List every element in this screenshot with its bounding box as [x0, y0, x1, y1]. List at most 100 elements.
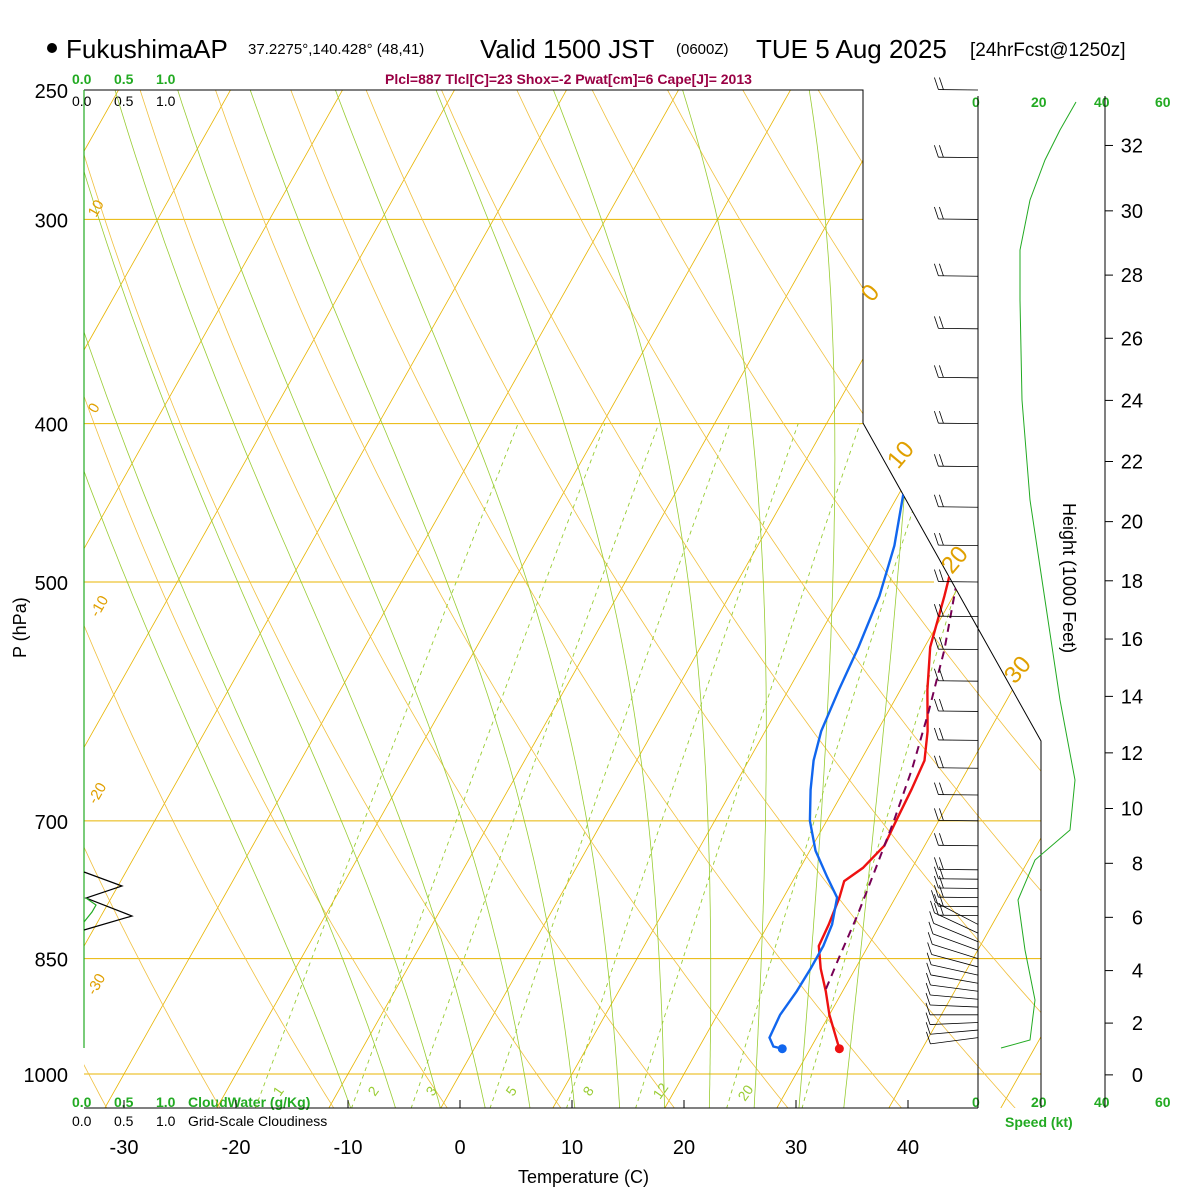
dry-adiabat-label-left-2: -10 — [87, 593, 113, 620]
isotherm-50 — [981, 90, 1041, 1108]
wind-barb-flag — [939, 145, 944, 158]
moist-adiabat-32 — [798, 90, 836, 1108]
wind-barb-flag — [934, 365, 939, 378]
wind-barb-shaft — [934, 912, 979, 934]
mixing-ratio-label-4: 8 — [579, 1083, 597, 1099]
height-tick-label-18: 18 — [1121, 571, 1143, 593]
mixing-ratio-label-1: 2 — [364, 1083, 382, 1099]
wind-barb-flag — [939, 885, 944, 898]
wind-barb-flag — [939, 316, 944, 329]
x-tick-label-20: 20 — [673, 1137, 695, 1159]
wind-barb — [934, 316, 979, 330]
moist-adiabat-8 — [168, 90, 531, 1108]
wind-barb-flag — [930, 900, 935, 913]
speed-bottom-20: 20 — [1031, 1094, 1047, 1110]
wind-barb — [928, 921, 979, 951]
moist-adiabat-16 — [324, 90, 621, 1108]
wind-barb-flag — [926, 1031, 931, 1044]
mixing-ratio-5 — [489, 423, 731, 1108]
speed-bottom-60: 60 — [1155, 1094, 1171, 1110]
cloudiness-top-05: 0.5 — [114, 93, 134, 109]
wind-barb-flag — [934, 411, 939, 424]
height-tick-label-6: 6 — [1132, 907, 1143, 929]
height-tick-label-16: 16 — [1121, 629, 1143, 651]
wind-barb-flag — [939, 604, 944, 617]
height-tick-label-2: 2 — [1132, 1013, 1143, 1035]
x-tick-label-40: 40 — [897, 1137, 919, 1159]
wind-barb-flag — [934, 316, 939, 329]
y-axis-title: P (hPa) — [10, 597, 30, 658]
mixing-ratio-2 — [350, 423, 606, 1108]
mixing-ratio-20 — [726, 423, 942, 1108]
height-tick-label-12: 12 — [1121, 743, 1143, 765]
speed-top-60: 60 — [1155, 94, 1171, 110]
mixing-ratio-1 — [254, 423, 519, 1108]
wind-barb-shaft — [932, 943, 979, 960]
dry-adiabat-320 — [354, 90, 1016, 1108]
wind-barb-shaft — [930, 984, 979, 992]
sounding-curves — [768, 95, 1041, 1054]
y-tick-label-250: 250 — [35, 81, 68, 103]
wind-barb — [934, 885, 979, 899]
wind-barbs — [925, 77, 1077, 1049]
height-tick-label-26: 26 — [1121, 328, 1143, 350]
cloud-top-0: 0.0 — [72, 71, 92, 87]
speed-bottom-0: 0 — [972, 1094, 980, 1110]
wind-barb-flag — [939, 875, 944, 889]
wind-barb — [934, 604, 979, 618]
frame-right-edge — [84, 89, 1042, 1108]
wind-barb-flag — [934, 833, 939, 846]
dry-adiabat-label-right-2: 20 — [936, 541, 974, 579]
wind-barb — [934, 77, 979, 91]
height-axis-title: Height (1000 Feet) — [1059, 503, 1079, 653]
wind-barb-flag — [939, 411, 944, 424]
isotherm-0 — [421, 90, 1032, 1108]
wind-speed-profile — [1000, 101, 1077, 1049]
wind-barb-flag — [939, 637, 944, 650]
wind-barb — [934, 365, 979, 379]
dry-adiabat-260 — [84, 90, 335, 1108]
wind-barb — [934, 145, 979, 159]
wind-barb-flag — [934, 263, 939, 276]
wind-barb-flag — [934, 569, 939, 582]
isotherm--50 — [84, 90, 472, 1108]
wind-barb-flag — [939, 755, 944, 768]
isotherm--60 — [84, 90, 360, 1108]
wind-barb-flag — [934, 206, 939, 220]
isotherm--70 — [84, 90, 248, 1108]
axis-ticks: -30 -20 -10 0 10 20 30 402503004005007008501000… — [24, 81, 1144, 1159]
height-tick-label-8: 8 — [1132, 853, 1143, 875]
height-tick-label-14: 14 — [1121, 686, 1143, 708]
wind-barb-flag — [939, 569, 944, 582]
dry-adiabat-label-right-0: 0 — [856, 279, 885, 307]
wind-barb-flag — [926, 972, 931, 986]
moist-adiabat-0 — [84, 90, 441, 1108]
wind-barb-flag — [929, 911, 935, 924]
y-tick-label-300: 300 — [35, 210, 68, 232]
wind-barb — [927, 932, 979, 960]
mixing-ratio-30 — [801, 423, 1009, 1108]
wind-barb — [934, 637, 979, 651]
speed-top-40: 40 — [1094, 94, 1110, 110]
wind-barb-flag — [925, 1002, 931, 1015]
dry-adiabat-270 — [84, 90, 449, 1108]
cloud-profile — [83, 871, 134, 931]
valid-date: TUE 5 Aug 2025 — [756, 34, 947, 64]
speed-top-20: 20 — [1031, 94, 1047, 110]
wind-barb — [925, 1012, 979, 1025]
dry-adiabat-250 — [84, 90, 221, 1108]
wind-barb-shaft — [930, 994, 979, 1000]
cloud-bottom-0: 0.0 — [72, 1094, 92, 1110]
wind-barb-flag — [939, 494, 944, 507]
mixing-ratio-label-6: 20 — [734, 1082, 756, 1104]
wind-barb — [934, 727, 979, 741]
mixing-ratio-3 — [410, 423, 660, 1108]
wind-barb — [925, 982, 979, 1000]
wind-barb-flag — [934, 77, 939, 90]
height-tick-label-4: 4 — [1132, 961, 1143, 983]
wind-barb — [930, 900, 979, 934]
wind-barb-shaft — [930, 1004, 979, 1008]
height-tick-label-32: 32 — [1121, 135, 1143, 157]
wind-barb-flag — [939, 894, 944, 907]
stability-indices: Plcl=887 Tlcl[C]=23 Shox=-2 Pwat[cm]=6 C… — [385, 71, 752, 87]
